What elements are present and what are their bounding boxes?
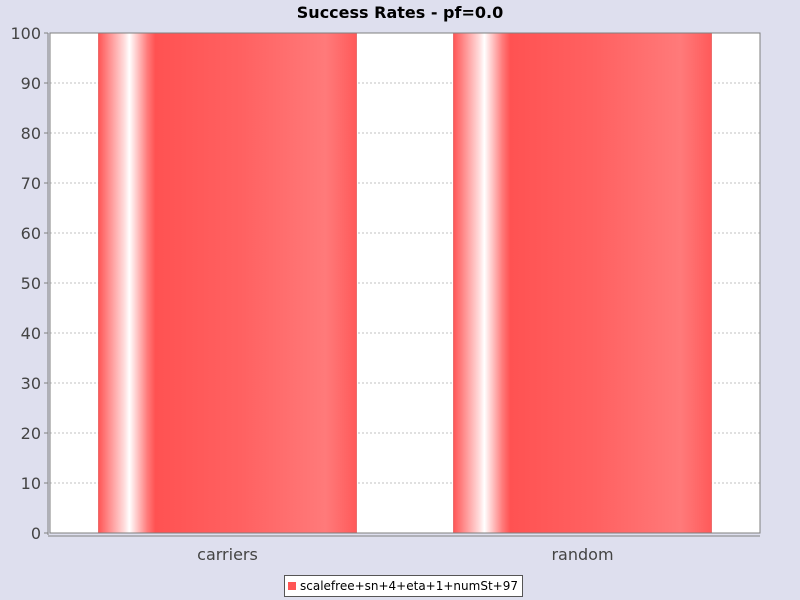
y-tick-label: 80 (21, 124, 41, 143)
y-tick-label: 90 (21, 74, 41, 93)
legend-swatch (288, 582, 296, 590)
bar-random (453, 32, 712, 534)
y-tick-label: 20 (21, 424, 41, 443)
chart-title: Success Rates - pf=0.0 (296, 3, 504, 22)
y-tick-label: 100 (10, 24, 41, 43)
legend: scalefree+sn+4+eta+1+numSt+97 (284, 575, 523, 597)
y-tick-label: 0 (31, 524, 41, 543)
y-tick-label: 50 (21, 274, 41, 293)
y-tick-label: 30 (21, 374, 41, 393)
y-tick-label: 60 (21, 224, 41, 243)
x-tick-label: random (551, 545, 613, 564)
plot-border (49, 32, 761, 534)
x-tick-label: carriers (197, 545, 258, 564)
y-tick-label: 10 (21, 474, 41, 493)
y-tick-label: 40 (21, 324, 41, 343)
y-tick-label: 70 (21, 174, 41, 193)
legend-label: scalefree+sn+4+eta+1+numSt+97 (300, 579, 518, 593)
bar-carriers (98, 32, 357, 534)
